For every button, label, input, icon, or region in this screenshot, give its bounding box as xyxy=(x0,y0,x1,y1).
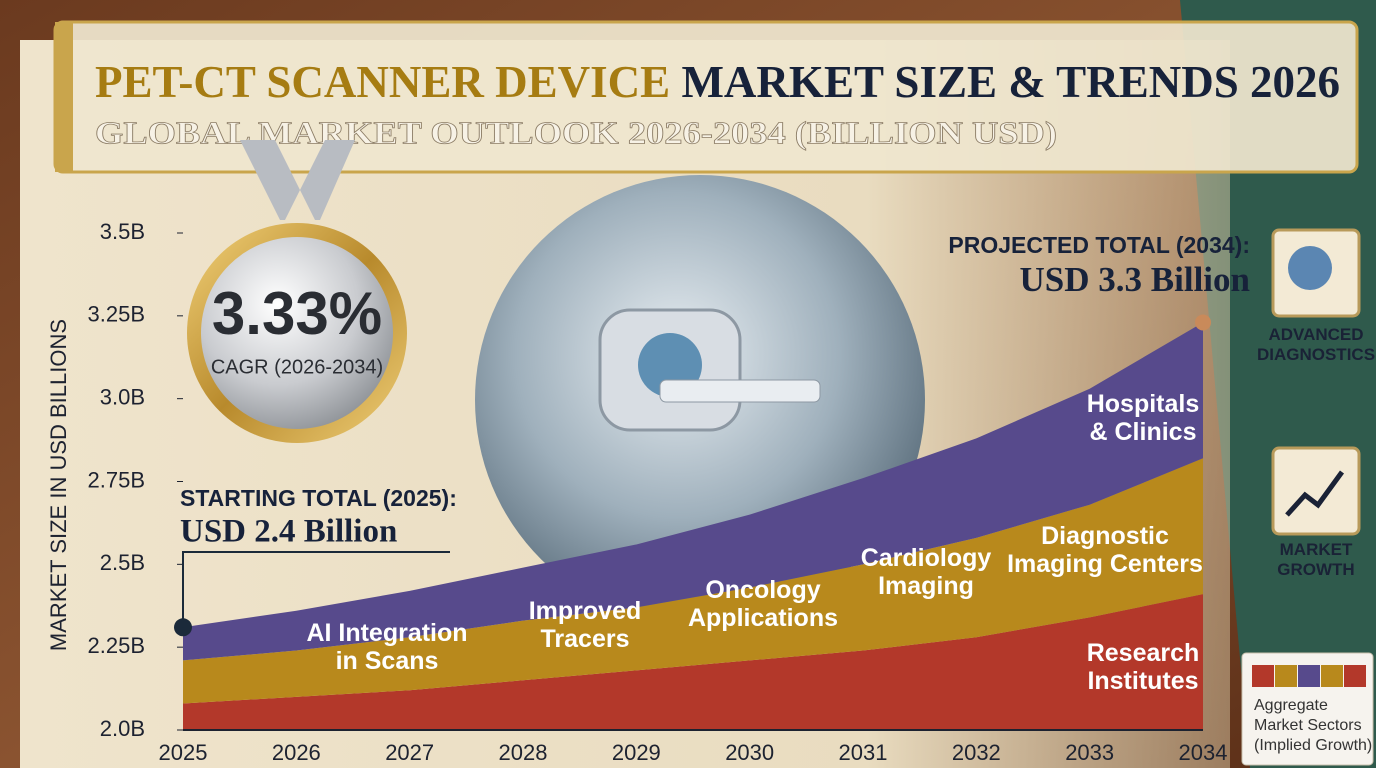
medal: 3.33% CAGR (2026-2034) xyxy=(187,140,407,443)
x-tick-label: 2027 xyxy=(385,740,434,765)
sector-annotation: Hospitals & Clinics xyxy=(1087,390,1200,446)
annotation-line: AI Integration xyxy=(306,619,467,647)
side-label-line: ADVANCED xyxy=(1268,325,1363,344)
y-tick-label: 2.0B xyxy=(100,716,145,741)
title-accent xyxy=(55,22,73,172)
cagr-value: 3.33% xyxy=(212,280,382,347)
annotation-line: Hospitals xyxy=(1087,390,1200,418)
sector-annotation: AI Integration in Scans xyxy=(306,619,467,675)
scanner-bed xyxy=(659,379,821,403)
growth-icon xyxy=(1285,470,1345,517)
start-label: STARTING TOTAL (2025): xyxy=(180,485,457,511)
annotation-line: Institutes xyxy=(1087,667,1198,695)
subtitle: GLOBAL MARKET OUTLOOK 2026-2034 (BILLION… xyxy=(95,114,1057,150)
x-tick-label: 2034 xyxy=(1179,740,1228,765)
annotation-line: Improved xyxy=(529,597,642,625)
legend-swatch xyxy=(1344,665,1366,687)
legend-swatch xyxy=(1275,665,1297,687)
y-tick-label: 2.5B xyxy=(100,550,145,575)
annotation-line: Imaging xyxy=(878,572,974,600)
legend-swatch xyxy=(1252,665,1274,687)
cagr-label: CAGR (2026-2034) xyxy=(211,356,383,378)
sector-annotation: Cardiology Imaging xyxy=(861,544,992,600)
y-tick-label: 3.5B xyxy=(100,219,145,244)
x-tick-label: 2025 xyxy=(159,740,208,765)
annotation-line: Cardiology xyxy=(861,544,992,572)
annotation-line: in Scans xyxy=(336,647,439,675)
y-tick-label: 3.25B xyxy=(88,302,146,327)
annotation-line: Tracers xyxy=(541,625,630,653)
x-tick-label: 2033 xyxy=(1065,740,1114,765)
title-part: PET-CT SCANNER DEVICE xyxy=(95,56,670,107)
start-value: USD 2.4 Billion xyxy=(180,514,397,550)
area xyxy=(183,322,1203,661)
legend-swatch xyxy=(1321,665,1343,687)
medal-ribbon xyxy=(240,140,355,220)
x-tick-label: 2029 xyxy=(612,740,661,765)
sector-annotation: Research Institutes xyxy=(1087,639,1200,695)
x-tick-label: 2028 xyxy=(499,740,548,765)
x-tick-label: 2031 xyxy=(839,740,888,765)
annotation-line: Research xyxy=(1087,639,1200,667)
sector-annotation: Improved Tracers xyxy=(529,597,642,653)
legend-line: Aggregate xyxy=(1254,697,1328,714)
total-point xyxy=(1195,314,1211,331)
x-tick-label: 2032 xyxy=(952,740,1001,765)
title: PET-CT SCANNER DEVICE MARKET SIZE & TREN… xyxy=(95,56,1340,107)
side-label-line: MARKET xyxy=(1280,540,1353,559)
x-tick-label: 2026 xyxy=(272,740,321,765)
icon-box xyxy=(1271,446,1361,536)
annotation-line: Oncology xyxy=(705,576,820,604)
medal-face xyxy=(201,237,393,429)
area xyxy=(183,458,1203,704)
chart-area xyxy=(174,232,1211,731)
y-tick-label: 3.0B xyxy=(100,384,145,409)
side-label: ADVANCED DIAGNOSTICS xyxy=(1257,325,1375,364)
callout-line xyxy=(182,551,450,628)
annotation-line: Imaging Centers xyxy=(1007,550,1203,578)
legend-line: Market Sectors xyxy=(1254,717,1362,734)
side-label-line: DIAGNOSTICS xyxy=(1257,345,1375,364)
legend-text: Aggregate Market Sectors (Implied Growth) xyxy=(1254,697,1372,754)
annotation-line: & Clinics xyxy=(1090,418,1197,446)
x-tick-label: 2030 xyxy=(725,740,774,765)
title-part: MARKET SIZE & TRENDS 2026 xyxy=(681,56,1340,107)
end-value: USD 3.3 Billion xyxy=(1020,260,1250,299)
y-tick-label: 2.25B xyxy=(88,633,146,658)
y-axis-label: MARKET SIZE IN USD BILLIONS xyxy=(46,319,71,651)
brain-icon xyxy=(1288,246,1332,290)
sector-annotation: Diagnostic Imaging Centers xyxy=(1007,522,1203,578)
legend-swatch xyxy=(1298,665,1320,687)
y-tick-label: 2.75B xyxy=(88,467,146,492)
area xyxy=(183,594,1203,730)
legend-line: (Implied Growth) xyxy=(1254,737,1372,754)
side-label-line: GROWTH xyxy=(1277,560,1354,579)
annotation-line: Diagnostic xyxy=(1041,522,1169,550)
end-label: PROJECTED TOTAL (2034): xyxy=(948,232,1250,258)
annotation-line: Applications xyxy=(688,604,838,632)
sector-annotation: Oncology Applications xyxy=(688,576,838,632)
side-label: MARKET GROWTH xyxy=(1277,540,1354,579)
